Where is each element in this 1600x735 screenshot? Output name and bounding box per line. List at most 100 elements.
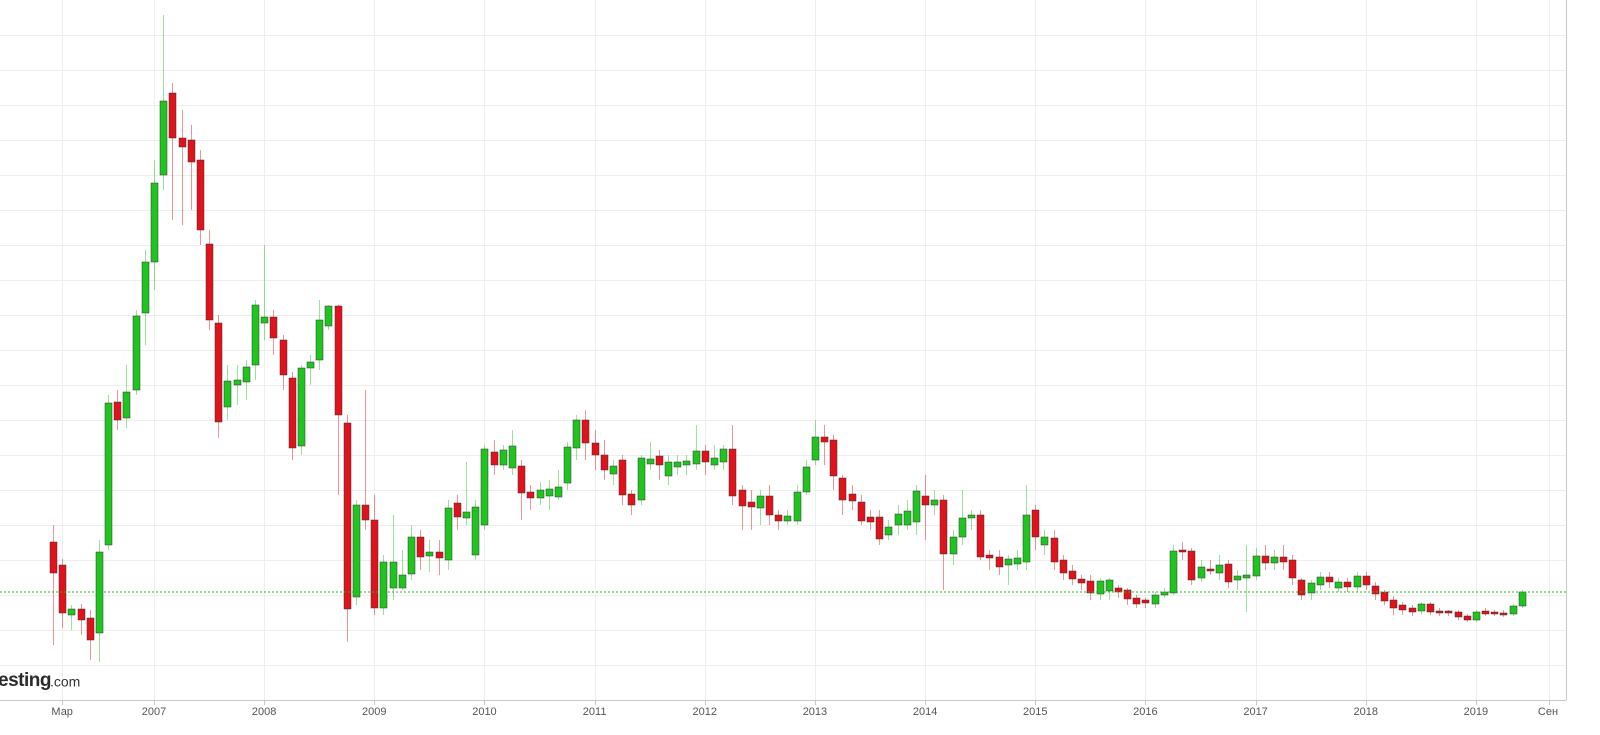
candle-body [1518, 591, 1527, 607]
candle-body [1022, 514, 1031, 563]
candle-body [682, 460, 691, 466]
candle-body [122, 391, 131, 419]
candle-body [444, 507, 453, 561]
candle-body [1151, 594, 1160, 605]
candle-body [1426, 603, 1435, 613]
candle-body [811, 436, 820, 461]
candle-body [242, 366, 251, 383]
candle-body [370, 519, 379, 609]
candle-body [58, 564, 67, 614]
candle-body [554, 486, 563, 498]
candle-body [86, 617, 95, 641]
candle-body [1040, 536, 1049, 546]
candle-body [655, 455, 664, 466]
candle-body [774, 514, 783, 522]
candle-body [416, 536, 425, 558]
candle-body [1059, 559, 1068, 574]
candle-body [1408, 607, 1417, 613]
candle-body [178, 137, 187, 148]
candle-body [435, 551, 444, 559]
candle-body [710, 457, 719, 466]
candle-body [591, 442, 600, 456]
candle-body [1187, 550, 1196, 581]
candle-body [1481, 610, 1490, 615]
candle-body [793, 491, 802, 522]
candle-body [802, 466, 811, 493]
candle-body [563, 446, 572, 484]
candle-body [251, 304, 260, 366]
candle-body [407, 536, 416, 575]
candle-body [462, 511, 471, 519]
candle-body [1362, 575, 1371, 586]
candle-body [1325, 576, 1334, 583]
candle-body [526, 491, 535, 499]
candle-body [673, 461, 682, 468]
candle-body [866, 516, 875, 523]
candle-body [664, 461, 673, 477]
candle-body [627, 493, 636, 506]
candle-body [187, 139, 196, 163]
candle-body [1444, 610, 1453, 614]
candle-body [1141, 599, 1150, 604]
candle-body [214, 322, 223, 423]
candle-body [1463, 615, 1472, 621]
candle-body [857, 501, 866, 522]
candle-body [132, 315, 141, 391]
x-tick-label: 2016 [1133, 706, 1157, 718]
candle-body [1490, 611, 1499, 615]
candle-body [1353, 575, 1362, 588]
candle-body [820, 436, 829, 443]
x-tick-label: 2017 [1243, 706, 1267, 718]
candle-body [288, 377, 297, 449]
candle-body [233, 379, 242, 386]
x-tick-label: 2012 [693, 706, 717, 718]
candle-body [1252, 555, 1261, 577]
candle-body [581, 419, 590, 444]
candle-body [536, 489, 545, 499]
candle-body [196, 159, 205, 231]
candle-body [1178, 549, 1187, 553]
candle-body [783, 515, 792, 522]
candle-body [1279, 556, 1288, 563]
candle-body [1197, 566, 1206, 579]
candle-body [260, 316, 269, 324]
candle-body [343, 422, 352, 610]
candle-body [1499, 612, 1508, 616]
candle-body [1509, 605, 1518, 615]
candle-body [848, 493, 857, 502]
candle-body [1077, 578, 1086, 584]
candle-body [389, 561, 398, 589]
candle-body [1343, 581, 1352, 588]
candle-body [159, 100, 168, 176]
candle-body [875, 516, 884, 540]
candle-body [747, 501, 756, 508]
candle-body [1380, 591, 1389, 602]
candle-body [352, 504, 361, 598]
watermark-main: esting [0, 670, 51, 691]
candle-body [168, 92, 177, 139]
candle-body [637, 457, 646, 501]
candle-body [903, 510, 912, 526]
candle-body [104, 402, 113, 546]
candle-body [379, 561, 388, 609]
candle-body [1215, 564, 1224, 574]
x-tick-label: 2007 [142, 706, 166, 718]
candle-body [618, 459, 627, 496]
candle-body [1068, 570, 1077, 580]
candle-body [930, 499, 939, 506]
candle-body [1123, 589, 1132, 600]
grid [0, 0, 1566, 700]
candle-body [728, 448, 737, 497]
candle-body [480, 448, 489, 526]
candle-body [692, 450, 701, 465]
candle-body [425, 551, 434, 557]
x-tick-label: Мар [51, 706, 73, 718]
candle-body [921, 495, 930, 506]
candle-body [1398, 604, 1407, 611]
candle-body [361, 504, 370, 521]
candle-body [223, 380, 232, 408]
candle-body [1206, 568, 1215, 572]
x-tick-label: 2018 [1353, 706, 1377, 718]
